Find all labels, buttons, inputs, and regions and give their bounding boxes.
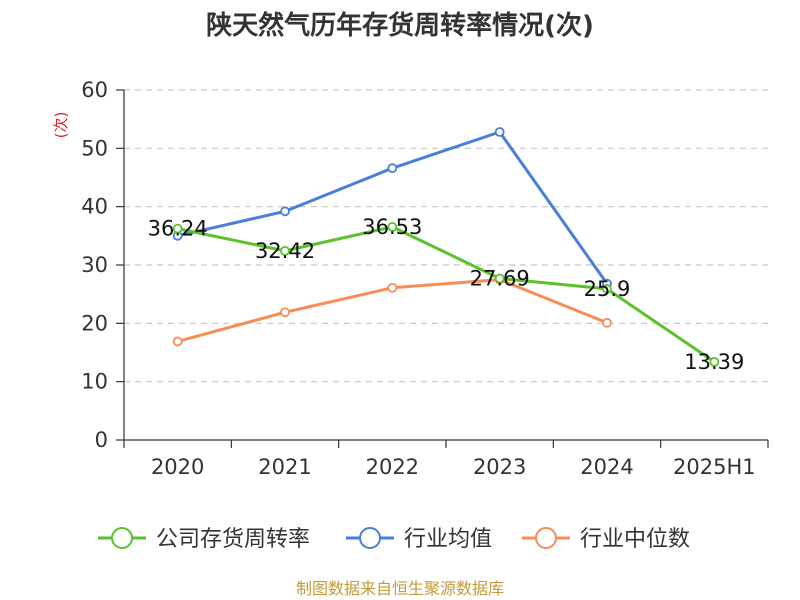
- source-note: 制图数据来自恒生聚源数据库: [296, 579, 504, 598]
- data-point: [602, 284, 612, 294]
- data-point: [602, 317, 612, 328]
- legend-marker: [359, 527, 381, 549]
- chart-title: 陕天然气历年存货周转率情况(次): [206, 10, 594, 41]
- grid-layer: [124, 89, 768, 383]
- legend-label: 行业均值: [404, 527, 492, 552]
- data-label: 13.39: [684, 350, 744, 374]
- data-label: 25.9: [584, 277, 631, 301]
- data-label: 27.69: [470, 266, 530, 290]
- data-label-layer: 36.24 32.42 36.53 27.69 25.9 13.39: [148, 215, 745, 374]
- series-layer: [172, 127, 720, 367]
- data-point: [494, 127, 505, 137]
- data-point: [172, 336, 183, 347]
- series-line: [177, 225, 716, 364]
- y-tick-label: 20: [81, 311, 108, 335]
- data-point: [387, 222, 398, 232]
- data-point: [172, 223, 183, 234]
- x-tick-label: 2021: [258, 455, 311, 479]
- legend-label: 行业中位数: [580, 527, 690, 552]
- data-point: [387, 282, 398, 293]
- x-tick-label: 2023: [473, 455, 526, 479]
- x-tick-label: 2024: [580, 455, 633, 479]
- y-tick-label: 60: [81, 78, 108, 102]
- y-tick-label: 40: [81, 195, 108, 219]
- data-label: 32.42: [255, 239, 315, 263]
- series-line: [177, 130, 609, 285]
- legend-label: 公司存货周转率: [156, 527, 310, 552]
- y-tick-label: 30: [81, 253, 108, 277]
- y-tick-label: 50: [81, 136, 108, 160]
- y-axis-label: (次): [52, 112, 70, 139]
- data-point: [709, 356, 720, 367]
- legend-marker: [535, 527, 557, 549]
- data-label: 36.24: [148, 217, 208, 241]
- data-point: [494, 273, 505, 284]
- data-label: 36.53: [362, 215, 422, 239]
- axis-layer: 0 10 20 30 40 50 60 2020 2021 2022 2023 2024 2025H1: [81, 78, 769, 479]
- y-tick-label: 0: [95, 428, 108, 452]
- x-tick-label: 2025H1: [673, 455, 756, 479]
- legend: 公司存货周转率 行业均值 行业中位数: [98, 527, 690, 552]
- data-point: [387, 163, 398, 174]
- data-point: [280, 206, 290, 217]
- data-point: [280, 307, 290, 318]
- y-tick-label: 10: [81, 370, 108, 394]
- data-point: [280, 245, 290, 256]
- x-tick-label: 2020: [151, 455, 204, 479]
- legend-marker: [111, 527, 133, 549]
- x-tick-label: 2022: [366, 455, 419, 479]
